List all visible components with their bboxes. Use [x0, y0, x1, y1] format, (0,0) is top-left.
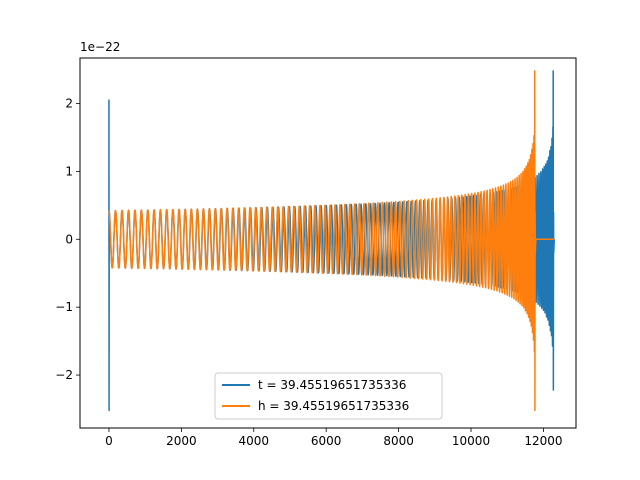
- series-line-h: [108, 70, 555, 412]
- plot-frame: [79, 57, 577, 429]
- x-tick-label: 12000: [524, 434, 562, 448]
- legend-label-t: t = 39.45519651735336: [258, 378, 406, 392]
- series-layer: [108, 70, 556, 412]
- legend-box: [214, 372, 443, 420]
- x-tick-label: 10000: [452, 434, 490, 448]
- y-tick-label: −2: [55, 368, 73, 382]
- x-tick-label: 8000: [383, 434, 414, 448]
- y-tick-label: 1: [65, 164, 73, 178]
- y-tick-label: −1: [55, 300, 73, 314]
- y-axis: −2 −1 0 1 2: [55, 96, 80, 382]
- x-tick-label: 6000: [311, 434, 342, 448]
- x-axis: 0 2000 4000 6000 8000 10000 12000: [105, 428, 563, 448]
- x-tick-label: 0: [105, 434, 113, 448]
- y-tick-label: 2: [65, 96, 73, 110]
- y-tick-label: 0: [65, 232, 73, 246]
- y-offset-label: 1e−22: [80, 40, 120, 54]
- legend: t = 39.45519651735336 h = 39.45519651735…: [214, 372, 443, 420]
- legend-label-h: h = 39.45519651735336: [258, 399, 409, 413]
- x-tick-label: 2000: [166, 434, 197, 448]
- x-tick-label: 4000: [239, 434, 270, 448]
